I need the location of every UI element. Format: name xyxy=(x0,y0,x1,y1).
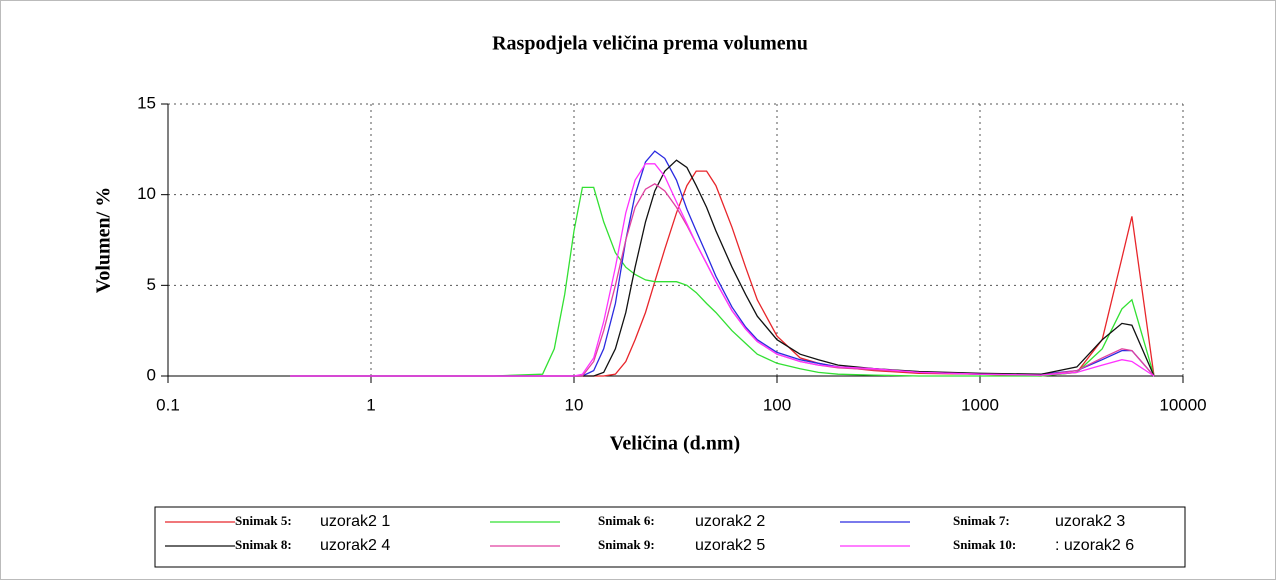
y-tick-label: 0 xyxy=(147,365,156,384)
legend-name: uzorak2 2 xyxy=(695,513,765,530)
legend-box xyxy=(154,506,1186,568)
x-tick-label: 1 xyxy=(366,395,375,414)
series-line xyxy=(290,150,1155,377)
legend-name: uzorak2 5 xyxy=(695,537,765,554)
x-axis-label: Veličina (d.nm) xyxy=(610,433,740,455)
legend-label: Snimak 8: xyxy=(235,537,292,552)
legend-name: uzorak2 4 xyxy=(320,537,390,554)
series-line xyxy=(290,170,1155,377)
y-axis-label: Volumen/ % xyxy=(93,187,115,294)
y-tick-label: 5 xyxy=(147,275,156,294)
legend-name: : uzorak2 6 xyxy=(1055,537,1134,554)
x-tick-label: 0.1 xyxy=(156,395,180,414)
legend-label: Snimak 6: xyxy=(598,513,655,528)
legend-label: Snimak 7: xyxy=(953,513,1010,528)
x-tick-label: 1000 xyxy=(961,395,999,414)
chart-title: Raspodjela veličina prema volumenu xyxy=(492,33,808,55)
series-line xyxy=(290,159,1155,377)
legend-label: Snimak 10: xyxy=(953,537,1016,552)
legend-name: uzorak2 3 xyxy=(1055,513,1125,530)
series-line xyxy=(290,183,1155,377)
y-tick-label: 10 xyxy=(137,184,156,203)
x-tick-label: 100 xyxy=(763,395,791,414)
x-tick-label: 10000 xyxy=(1159,395,1206,414)
y-tick-label: 15 xyxy=(137,93,156,112)
legend-label: Snimak 5: xyxy=(235,513,292,528)
legend-label: Snimak 9: xyxy=(598,537,655,552)
series-line xyxy=(290,186,1155,377)
legend-name: uzorak2 1 xyxy=(320,513,390,530)
series-line xyxy=(290,163,1155,377)
x-tick-label: 10 xyxy=(565,395,584,414)
